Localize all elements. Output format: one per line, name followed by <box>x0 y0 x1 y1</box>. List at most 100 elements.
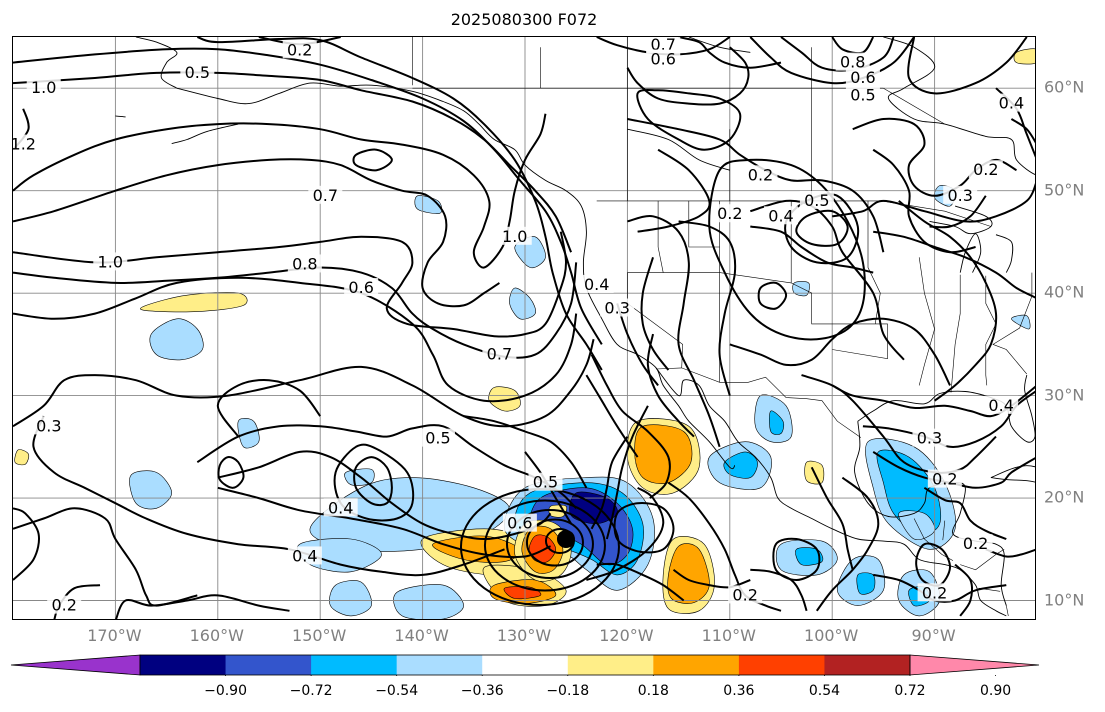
contour-label-bg <box>646 37 681 54</box>
contour-line <box>907 37 1028 95</box>
contour-label-bg <box>646 49 681 68</box>
colorbar-segment <box>738 655 825 675</box>
political-border <box>688 200 720 248</box>
contour-line <box>13 262 578 359</box>
anomaly-contour-fill <box>140 292 248 313</box>
colorbar-tick-label: 0.72 <box>894 683 926 699</box>
colorbar-tick-label: 0.90 <box>979 683 1012 699</box>
anomaly-contour-fill <box>14 449 30 466</box>
contour-line <box>898 200 998 402</box>
contour-label-bg <box>994 93 1029 112</box>
contour-line <box>217 486 552 559</box>
coastline <box>627 128 730 171</box>
contour-label: 0.2 <box>287 40 312 59</box>
contour-label-bg <box>917 583 952 602</box>
map-canvas[interactable]: 0.20.51.01.20.70.80.61.01.00.70.30.50.40… <box>13 37 1036 620</box>
contour-line <box>646 333 695 438</box>
contour-line <box>627 215 721 448</box>
colorbar-segment <box>140 655 227 675</box>
contour-label-bg <box>845 67 880 86</box>
anomaly-contour-fill <box>488 386 521 412</box>
contour-label-bg <box>845 85 880 104</box>
anomaly-contour-fill <box>509 287 536 320</box>
contour-label-layer: 0.20.51.01.20.70.80.61.01.00.70.30.50.40… <box>13 37 1029 615</box>
map-panel[interactable]: 0.2 0.5 1.0 1.2 0.7 0.8 0.6 1.0 1.0 0.7 0.3 0.5 0.4 0… <box>12 36 1036 620</box>
contour-label-bg <box>912 428 947 447</box>
political-border <box>985 275 997 386</box>
contour-label: 1.2 <box>13 135 36 154</box>
contour-line <box>13 338 595 428</box>
contour-label: 0.3 <box>36 416 61 435</box>
coastline <box>883 37 1035 175</box>
colorbar-outline <box>139 654 911 676</box>
contour-label-bg <box>943 185 978 204</box>
contour-line <box>749 37 915 85</box>
latitude-label: 50°N <box>1044 180 1085 200</box>
latitude-label: 60°N <box>1044 77 1085 97</box>
contour-line <box>13 71 573 253</box>
anomaly-contour-fill <box>329 580 372 617</box>
contour-line <box>13 158 500 308</box>
contour-line <box>13 113 547 269</box>
map-title: 2025080300 F072 <box>450 10 598 29</box>
contour-line <box>954 563 974 617</box>
contour-label-bg <box>968 160 1003 179</box>
contour-label-bg <box>13 134 41 153</box>
contour-line <box>923 486 1007 540</box>
contour-line <box>353 456 393 507</box>
contour-line <box>333 443 415 522</box>
political-border <box>657 200 664 273</box>
contour-line <box>772 537 821 582</box>
contour-line <box>757 281 788 310</box>
political-border <box>627 272 888 360</box>
contour-line <box>637 148 711 233</box>
coastline <box>959 233 982 273</box>
contour-line <box>627 118 885 253</box>
contour-label: 0.2 <box>732 585 757 604</box>
contour-line <box>667 481 782 612</box>
contour-label-bg <box>287 546 322 565</box>
coastline <box>995 234 1014 273</box>
contour-ring <box>483 499 606 592</box>
anomaly-contour-fill <box>769 410 785 435</box>
contour-line <box>750 199 905 361</box>
contour-label: 0.2 <box>922 583 947 602</box>
contour-line <box>810 466 854 571</box>
anomaly-contour-fill <box>795 547 824 566</box>
longitude-label: 160°W <box>189 626 244 645</box>
contour-label: 0.4 <box>768 206 793 225</box>
colorbar-segment <box>225 655 312 675</box>
colorbar-segment <box>396 655 483 675</box>
contour-label-bg <box>799 190 834 209</box>
contour-label-bg <box>47 595 82 614</box>
longitude-label: 90°W <box>911 626 956 645</box>
colorbar-extend-low <box>10 654 141 676</box>
contour-label: 0.6 <box>850 68 875 87</box>
contour-line <box>929 195 987 229</box>
contour-line <box>750 225 874 274</box>
contour-line <box>352 148 393 172</box>
contour-line <box>873 230 1035 299</box>
contour-line <box>13 276 578 403</box>
colorbar-segment <box>653 655 740 675</box>
contour-line <box>13 507 198 607</box>
contour-line <box>590 354 671 499</box>
coastline <box>135 37 178 89</box>
colorbar-tick-label: −0.90 <box>204 683 247 699</box>
contour-label-bg <box>282 40 317 59</box>
contour-label: 0.6 <box>651 50 676 69</box>
contour-line <box>832 182 1035 223</box>
colorbar-extend-high <box>909 654 1040 676</box>
contour-label: 0.7 <box>313 186 338 205</box>
contour-line <box>115 594 290 619</box>
political-border <box>950 274 961 393</box>
contour-label: 0.3 <box>947 186 972 205</box>
anomaly-contour-fill <box>393 584 464 619</box>
contour-label: 0.2 <box>51 596 76 615</box>
longitude-label: 170°W <box>87 626 142 645</box>
coastline <box>688 37 751 53</box>
colorbar-segment <box>311 655 398 675</box>
latitude-label: 40°N <box>1044 282 1085 302</box>
contour-label-bg <box>502 513 537 532</box>
contour-label-bg <box>835 52 870 71</box>
